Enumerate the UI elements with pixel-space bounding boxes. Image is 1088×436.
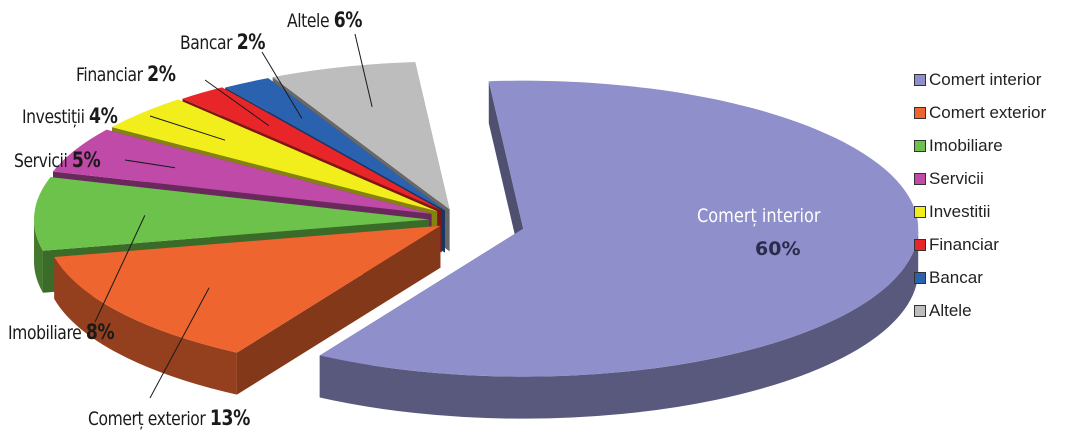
legend-label: Financiar [929, 234, 999, 254]
callout-name: Imobiliare [8, 322, 82, 344]
callout-altele: Altele 6% [287, 8, 363, 32]
legend-item: Financiar [914, 229, 1086, 260]
leader-line-comert-exterior [149, 287, 210, 399]
legend-label: Investitii [929, 201, 991, 221]
legend-label: Imobiliare [929, 135, 1003, 155]
leader-line-altele [354, 33, 373, 107]
pie-slice-rim [34, 219, 43, 293]
legend-item: Comert interior [914, 64, 1086, 95]
pie-slice-top [34, 177, 430, 251]
legend-label: Altele [929, 300, 972, 320]
legend: Comert interior Comert exterior Imobilia… [914, 64, 1086, 328]
leader-line-servicii [124, 159, 176, 169]
legend-swatch [914, 304, 926, 317]
callout-pct: 4% [89, 104, 118, 128]
callout-pct: 5% [71, 148, 101, 172]
pie-slice-comert-exterior [54, 225, 441, 395]
callout-name: Comerț exterior [88, 408, 206, 430]
callout-name: Altele [287, 10, 330, 32]
pie-slice-rim [54, 257, 237, 395]
legend-swatch [914, 271, 926, 284]
callout-pct: 2% [147, 62, 176, 86]
pie-slice-top [54, 225, 441, 353]
leader-lines [94, 33, 373, 399]
callout-name: Financiar [76, 64, 143, 86]
legend-swatch [914, 238, 926, 251]
pie-slice-top [319, 80, 919, 377]
pie-slice-comert-interior [319, 80, 919, 419]
leader-line-imobiliare [94, 215, 146, 323]
legend-item: Servicii [914, 163, 1086, 194]
legend-swatch [914, 106, 926, 119]
pie-slice-top [182, 87, 442, 211]
legend-label: Comert exterior [929, 102, 1047, 122]
legend-swatch [914, 172, 926, 185]
callout-name: Investiții [22, 106, 85, 128]
callout-pct-comert-interior: 60% [755, 238, 801, 260]
callout-financiar: Financiar 2% [76, 62, 176, 86]
legend-swatch [914, 205, 926, 218]
callout-pct: 8% [85, 320, 115, 344]
callout-bancar: Bancar 2% [180, 30, 266, 54]
callout-name: Bancar [180, 32, 233, 54]
legend-swatch [914, 139, 926, 152]
leader-line-financiar [204, 79, 270, 127]
leader-line-investitii [149, 115, 226, 141]
pie-slice-top [225, 78, 445, 211]
callout-name: Servicii [14, 150, 68, 172]
callout-pct: 6% [333, 8, 363, 32]
legend-label: Bancar [929, 267, 983, 287]
pie-slice-rim [319, 228, 919, 419]
callout-servicii: Servicii 5% [14, 148, 101, 172]
callout-comert-exterior: Comerț exterior 13% [88, 406, 250, 430]
legend-item: Altele [914, 295, 1086, 326]
callout-pct: 13% [209, 406, 250, 430]
leader-line-bancar [261, 51, 303, 119]
callout-imobiliare: Imobiliare 8% [8, 320, 115, 344]
legend-item: Comert exterior [914, 97, 1086, 128]
legend-swatch [914, 73, 926, 86]
pie-slice-top [272, 61, 450, 210]
legend-label: Servicii [929, 168, 984, 188]
callout-pct: 2% [236, 30, 266, 54]
legend-item: Bancar [914, 262, 1086, 293]
pie-slice-top [53, 129, 432, 214]
callout-investitii: Investiții 4% [22, 104, 118, 128]
callout-label-comert-interior: Comerț interior [697, 205, 821, 227]
legend-item: Imobiliare [914, 130, 1086, 161]
legend-label: Comert interior [929, 69, 1042, 89]
pie-slices [34, 61, 919, 419]
pie-slice-top [111, 99, 438, 212]
pie-slice-wall [488, 81, 524, 271]
legend-item: Investitii [914, 196, 1086, 227]
